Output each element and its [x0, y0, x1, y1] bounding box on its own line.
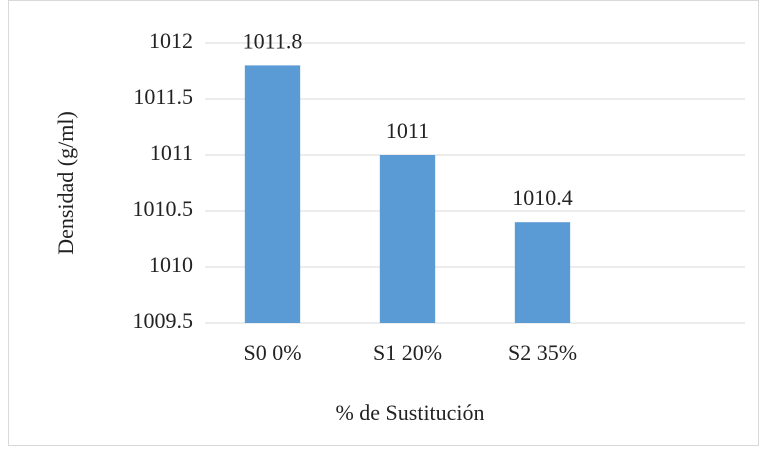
- y-tick-label: 1009.5: [133, 308, 194, 333]
- bar: [244, 65, 301, 324]
- y-tick-label: 1010.5: [133, 196, 194, 221]
- x-tick-label: S0 0%: [243, 340, 301, 365]
- x-tick-label: S1 20%: [373, 340, 442, 365]
- y-tick-label: 1011.5: [133, 84, 193, 109]
- bar: [514, 222, 571, 323]
- data-label: 1010.4: [512, 185, 573, 210]
- data-label: 1011: [386, 118, 429, 143]
- y-axis-label: Densidad (g/ml): [53, 111, 78, 255]
- y-tick-label: 1010: [149, 252, 193, 277]
- bar: [379, 155, 436, 323]
- y-tick-label: 1012: [149, 28, 193, 53]
- x-axis-label: % de Sustitución: [335, 400, 484, 425]
- data-label: 1011.8: [243, 28, 303, 53]
- y-tick-label: 1011: [150, 140, 193, 165]
- x-tick-label: S2 35%: [508, 340, 577, 365]
